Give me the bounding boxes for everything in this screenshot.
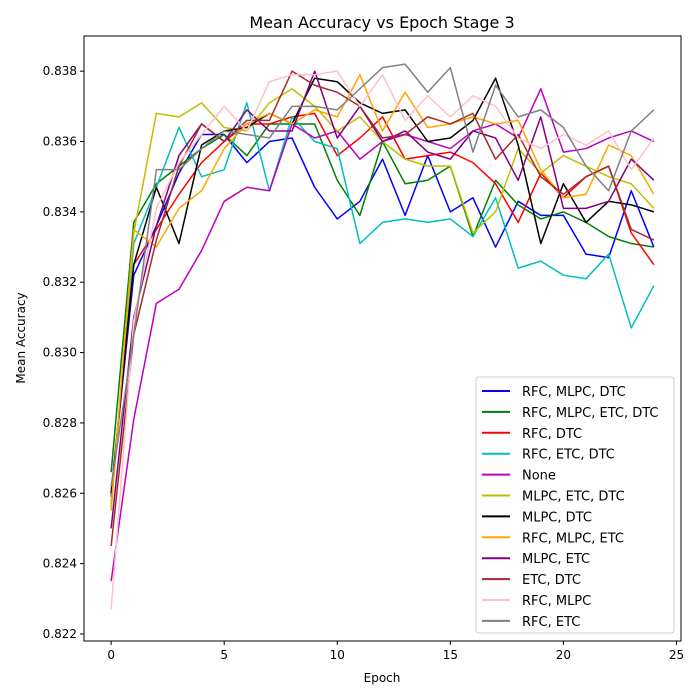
- series-line-8: [110, 73, 655, 508]
- legend-box: [475, 376, 675, 634]
- legend-label: ETC, DTC: [522, 573, 581, 588]
- series-line-11: [110, 70, 655, 610]
- y-tick-label: 0.822: [43, 627, 77, 641]
- series-line-4: [110, 102, 655, 504]
- y-tick-label: 0.824: [43, 557, 77, 571]
- y-axis: 0.822 0.824 0.826 0.828 0.830 0.832 0.834 0.836…: [43, 64, 84, 641]
- legend-label: RFC, MLPC, DTC: [522, 385, 626, 400]
- x-tick-label: 20: [556, 648, 571, 662]
- legend-label: RFC, MLPC, ETC: [522, 531, 624, 546]
- legend-label: RFC, MLPC, ETC, DTC: [522, 406, 659, 421]
- legend-label: RFC, DTC: [522, 427, 582, 442]
- plot-area: 0 5 10 15 20 25 0.822 0.824 0.826 0.828 0.830 0.83…: [43, 35, 684, 662]
- y-axis-label: Mean Accuracy: [14, 292, 28, 383]
- legend: RFC, MLPC, DTC RFC, MLPC, ETC, DTC RFC, DT…: [475, 376, 675, 634]
- chart-title: Mean Accuracy vs Epoch Stage 3: [249, 13, 514, 32]
- series-line-7: [110, 77, 655, 494]
- legend-items: RFC, MLPC, DTC RFC, MLPC, ETC, DTC RFC, DT…: [482, 385, 659, 630]
- legend-label: RFC, ETC: [522, 615, 580, 630]
- x-tick-label: 10: [330, 648, 345, 662]
- y-tick-label: 0.830: [43, 346, 77, 360]
- y-tick-label: 0.828: [43, 416, 77, 430]
- x-tick-label: 15: [443, 648, 458, 662]
- y-tick-label: 0.838: [43, 64, 77, 78]
- y-tick-label: 0.836: [43, 135, 77, 149]
- legend-label: None: [522, 469, 556, 484]
- series-line-10: [110, 70, 655, 547]
- x-axis-label: Epoch: [364, 671, 401, 685]
- series-line-12: [110, 63, 655, 487]
- legend-label: MLPC, ETC: [522, 552, 590, 567]
- legend-label: MLPC, ETC, DTC: [522, 490, 625, 505]
- y-tick-label: 0.826: [43, 486, 77, 500]
- y-tick-label: 0.832: [43, 275, 77, 289]
- legend-label: RFC, MLPC: [522, 594, 591, 609]
- x-tick-label: 0: [107, 648, 115, 662]
- x-axis: 0 5 10 15 20 25: [107, 641, 684, 662]
- series-lines: [110, 63, 655, 610]
- legend-label: RFC, ETC, DTC: [522, 448, 615, 463]
- x-tick-label: 25: [669, 648, 684, 662]
- x-tick-label: 5: [220, 648, 228, 662]
- legend-label: MLPC, DTC: [522, 510, 592, 525]
- y-tick-label: 0.834: [43, 205, 77, 219]
- axes-frame: [83, 35, 682, 642]
